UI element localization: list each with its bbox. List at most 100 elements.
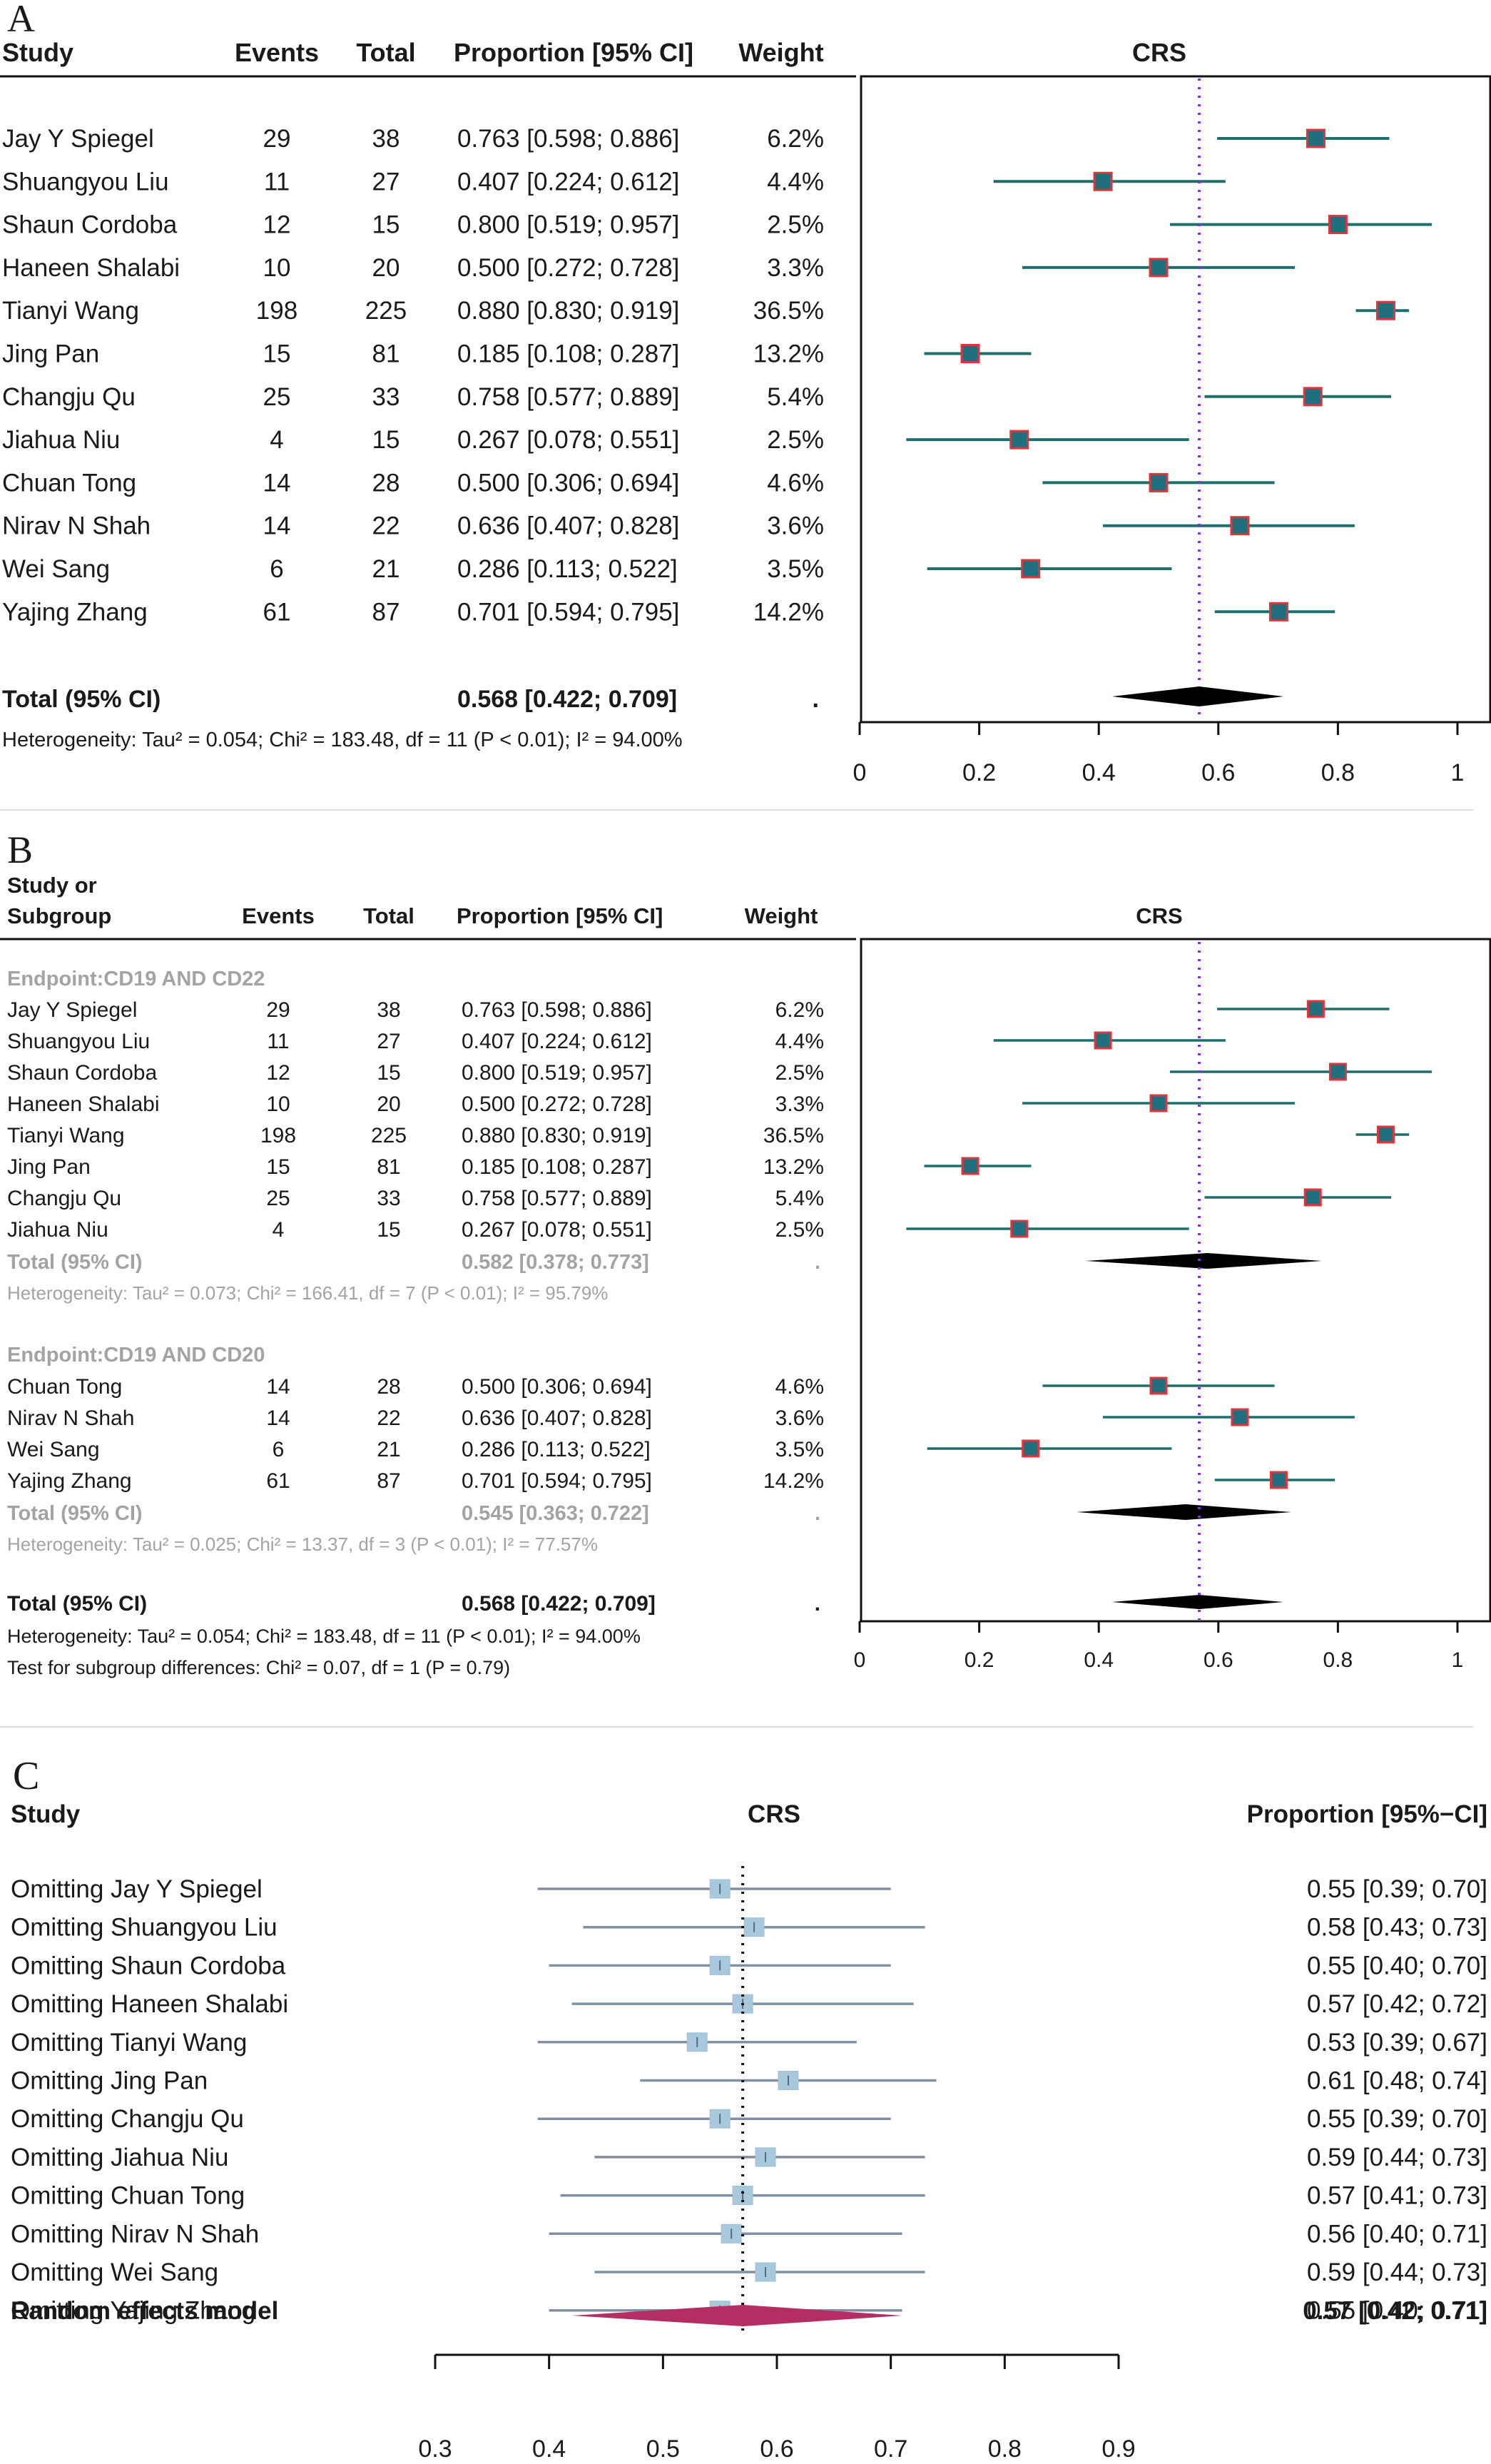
- study-marker: [1268, 602, 1288, 622]
- proportion-ci: 0.59 [0.44; 0.73]: [1307, 2144, 1487, 2171]
- events-value: 6: [270, 555, 283, 583]
- weight-value: 3.6%: [767, 512, 824, 540]
- study-marker: [961, 1157, 979, 1175]
- proportion-ci: 0.55 [0.39; 0.70]: [1307, 2105, 1487, 2133]
- study-name: Jiahua Niu: [2, 426, 120, 454]
- events-value: 10: [263, 254, 291, 282]
- header-study-line2: Subgroup: [7, 903, 111, 928]
- weight-value: 2.5%: [767, 426, 824, 454]
- weight-value: 4.4%: [775, 1030, 824, 1053]
- total-value: 15: [377, 1218, 400, 1242]
- study-marker: [1306, 128, 1325, 148]
- header-total: Total: [356, 38, 415, 67]
- x-tick-label: 0.7: [874, 2435, 907, 2463]
- study-name: Omitting Tianyi Wang: [11, 2029, 247, 2057]
- subgroup-title: Endpoint:CD19 AND CD20: [7, 1344, 265, 1367]
- panel-b: B Study or Subgroup Events Total Proport…: [0, 828, 1491, 1678]
- weight-value: 6.2%: [775, 998, 824, 1022]
- weight-value: 14.2%: [763, 1469, 824, 1493]
- proportion-ci: 0.55 [0.40; 0.71]: [1307, 2297, 1487, 2325]
- study-marker: [1022, 1439, 1040, 1458]
- study-name: Shaun Cordoba: [7, 1061, 157, 1085]
- proportion-ci: 0.407 [0.224; 0.612]: [462, 1030, 652, 1053]
- proportion-ci: 0.59 [0.44; 0.73]: [1307, 2258, 1487, 2286]
- study-marker: [960, 344, 980, 363]
- study-marker: [1303, 387, 1323, 407]
- x-tick-label: 1: [1451, 759, 1465, 786]
- study-name: Haneen Shalabi: [7, 1092, 160, 1116]
- study-marker: [1009, 430, 1029, 450]
- overall-total-weight: .: [815, 1592, 820, 1616]
- weight-value: 4.4%: [767, 168, 824, 196]
- x-tick-label: 0.5: [646, 2435, 680, 2463]
- events-value: 11: [267, 1030, 289, 1053]
- x-tick-label: 0.2: [962, 759, 996, 786]
- subgroup-heterogeneity: Heterogeneity: Tau² = 0.025; Chi² = 13.3…: [7, 1533, 598, 1555]
- subgroup-test: Test for subgroup differences: Chi² = 0.…: [7, 1657, 510, 1678]
- panel-b-letter: B: [7, 828, 33, 871]
- study-name: Chuan Tong: [2, 469, 136, 497]
- subgroup-total-weight: .: [815, 1502, 820, 1525]
- study-name: Shuangyou Liu: [2, 168, 169, 196]
- study-name: Omitting Nirav N Shah: [11, 2220, 259, 2248]
- study-name: Wei Sang: [2, 555, 110, 583]
- total-value: 81: [377, 1155, 400, 1179]
- study-name: Omitting Jiahua Niu: [11, 2144, 228, 2171]
- header-events: Events: [242, 903, 315, 928]
- total-value: 27: [372, 168, 400, 196]
- study-name: Omitting Jay Y Spiegel: [11, 1875, 263, 1903]
- study-marker: [1149, 258, 1169, 278]
- header-study-line1: Study or: [7, 873, 97, 898]
- header-weight: Weight: [738, 38, 823, 67]
- events-value: 29: [263, 125, 291, 153]
- x-tick-label: 0.6: [1201, 759, 1235, 786]
- study-marker: [1375, 300, 1395, 320]
- plot-title: CRS: [1132, 38, 1186, 67]
- total-value: 38: [372, 125, 400, 153]
- proportion-ci: 0.185 [0.108; 0.287]: [457, 340, 679, 368]
- events-value: 10: [266, 1092, 290, 1116]
- total-weight: .: [813, 686, 819, 713]
- x-tick-label: 0.8: [1323, 1648, 1353, 1672]
- plot-title: CRS: [748, 1800, 800, 1828]
- weight-value: 5.4%: [775, 1187, 824, 1210]
- total-value: 15: [377, 1061, 400, 1085]
- weight-value: 3.3%: [767, 254, 824, 282]
- panel-a-letter: A: [7, 0, 35, 40]
- proportion-ci: 0.53 [0.39; 0.67]: [1307, 2029, 1487, 2057]
- total-value: 27: [377, 1030, 400, 1053]
- x-tick-label: 0.8: [988, 2435, 1022, 2463]
- events-value: 29: [266, 998, 290, 1022]
- events-value: 198: [256, 297, 297, 325]
- events-value: 4: [270, 426, 283, 454]
- total-value: 21: [372, 555, 400, 583]
- study-name: Changju Qu: [7, 1187, 121, 1210]
- header-total: Total: [363, 903, 414, 928]
- random-effects-ci: 0.57 [0.42; 0.71]: [1303, 2297, 1487, 2325]
- study-marker: [1094, 1031, 1112, 1050]
- weight-value: 4.6%: [775, 1375, 824, 1399]
- study-marker: [1303, 1188, 1322, 1207]
- study-name: Omitting Shuangyou Liu: [11, 1914, 278, 1942]
- total-value: 87: [372, 598, 400, 626]
- proportion-ci: 0.636 [0.407; 0.828]: [462, 1406, 652, 1430]
- events-value: 4: [273, 1218, 285, 1242]
- study-name: Omitting Wei Sang: [11, 2258, 218, 2286]
- proportion-ci: 0.500 [0.306; 0.694]: [462, 1375, 652, 1399]
- study-name: Shaun Cordoba: [2, 211, 178, 239]
- x-tick-label: 0.4: [1082, 759, 1116, 786]
- subgroup-total-proportion: 0.582 [0.378; 0.773]: [462, 1251, 649, 1274]
- proportion-ci: 0.800 [0.519; 0.957]: [457, 211, 679, 239]
- proportion-ci: 0.763 [0.598; 0.886]: [462, 998, 652, 1022]
- proportion-ci: 0.55 [0.39; 0.70]: [1307, 1875, 1487, 1903]
- study-name: Jing Pan: [7, 1155, 91, 1179]
- panel-a: A Study Events Total Proportion [95% CI]…: [0, 0, 1491, 786]
- x-tick-label: 0: [853, 759, 867, 786]
- x-tick-label: 0.8: [1321, 759, 1355, 786]
- proportion-ci: 0.286 [0.113; 0.522]: [462, 1438, 651, 1461]
- proportion-ci: 0.57 [0.41; 0.73]: [1307, 2182, 1487, 2210]
- study-name: Omitting Jing Pan: [11, 2067, 208, 2095]
- subgroup-total-proportion: 0.545 [0.363; 0.722]: [462, 1502, 649, 1525]
- pooled-diamond: [1111, 686, 1284, 706]
